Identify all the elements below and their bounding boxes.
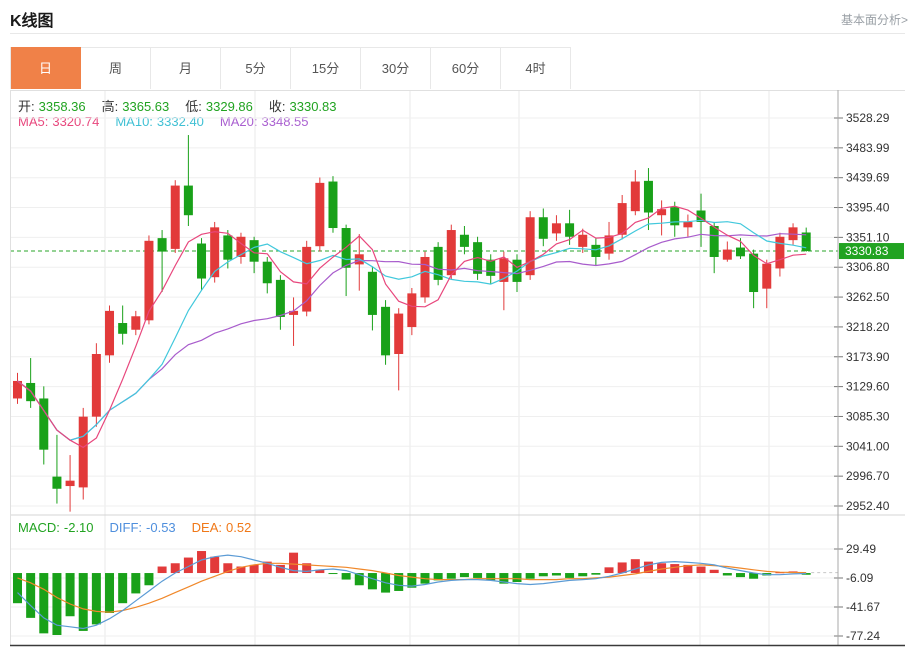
- main-axis-tick: 3439.69: [846, 171, 890, 185]
- tab-month[interactable]: 月: [151, 47, 221, 89]
- macd-axis-tick: 29.49: [846, 542, 876, 556]
- macd-axis-tick: -41.67: [846, 600, 880, 614]
- macd-legend: MACD: -2.10 DIFF: -0.53 DEA: 0.52: [18, 520, 267, 535]
- price-badge: 3330.83: [839, 243, 904, 260]
- main-axis-tick: 3129.60: [846, 380, 890, 394]
- price-badge-text: 3330.83: [845, 244, 889, 258]
- macd-1-value: -0.53: [146, 520, 176, 535]
- main-axis-tick: 3483.99: [846, 141, 890, 155]
- page-title: K线图: [10, 13, 54, 30]
- ohlc-2-label: 低:: [185, 99, 202, 114]
- diff-line: [17, 554, 807, 630]
- ma10-line: [17, 219, 807, 441]
- kline-chart-canvas[interactable]: 3528.29 3483.99 3439.69 3395.40 3351.10 3306.…: [10, 90, 905, 647]
- gridlines: [10, 90, 838, 645]
- main-axis-tick: 3351.10: [846, 230, 890, 244]
- main-axis-tick: 2952.40: [846, 499, 890, 513]
- header: K线图 基本面分析>: [0, 0, 915, 34]
- ohlc-1-label: 高:: [101, 99, 119, 114]
- ohlc-3-label: 收:: [268, 99, 286, 114]
- main-axis-tick: 3306.80: [846, 260, 890, 274]
- tab-15min[interactable]: 15分: [291, 47, 361, 89]
- candles-layer: [13, 135, 811, 512]
- y-axis-labels: 3528.29 3483.99 3439.69 3395.40 3351.10 3306.…: [834, 111, 890, 513]
- tab-week[interactable]: 周: [81, 47, 151, 89]
- main-axis-tick: 3218.20: [846, 320, 890, 334]
- ohlc-0-value: 3358.36: [38, 99, 86, 114]
- main-axis-tick: 3262.50: [846, 290, 890, 304]
- ma5-line: [17, 205, 807, 449]
- fundamental-analysis-link[interactable]: 基本面分析>: [840, 13, 908, 27]
- dea-line: [17, 562, 807, 613]
- ohlc-3-value: 3330.83: [289, 99, 337, 114]
- tab-30min[interactable]: 30分: [361, 47, 431, 89]
- macd-0-value: -2.10: [63, 520, 94, 535]
- macd-axis-tick: -6.09: [846, 571, 874, 585]
- tab-5min[interactable]: 5分: [221, 47, 291, 89]
- ohlc-0-label: 开:: [18, 99, 35, 114]
- macd-axis-labels: 29.49 -6.09 -41.67 -77.24: [834, 542, 880, 643]
- tab-4hour[interactable]: 4时: [501, 47, 571, 89]
- macd-axis-tick: -77.24: [846, 629, 880, 643]
- macd-2-label: DEA:: [191, 520, 223, 535]
- main-axis-tick: 3395.40: [846, 201, 890, 215]
- main-axis-tick: 3041.00: [846, 439, 890, 453]
- main-axis-tick: 3173.90: [846, 350, 890, 364]
- ma20-line: [17, 233, 807, 441]
- ohlc-1-value: 3365.63: [122, 99, 170, 114]
- timeframe-tabs: 日周月 5分 15分 30分 60分 4时: [10, 47, 571, 89]
- macd-1-label: DIFF:: [109, 520, 143, 535]
- tab-60min[interactable]: 60分: [431, 47, 501, 89]
- main-axis-tick: 3085.30: [846, 409, 890, 423]
- ohlc-2-value: 3329.86: [205, 99, 253, 114]
- tab-day[interactable]: 日: [11, 47, 81, 89]
- main-axis-tick: 2996.70: [846, 469, 890, 483]
- macd-histogram: [13, 551, 811, 635]
- macd-0-label: MACD:: [18, 520, 60, 535]
- header-divider: [10, 33, 905, 34]
- ohlc-legend: 开: 3358.36 高: 3365.63 低: 3329.86 收: 3330.83: [18, 96, 353, 115]
- main-axis-tick: 3528.29: [846, 111, 890, 125]
- macd-2-value: 0.52: [226, 520, 252, 535]
